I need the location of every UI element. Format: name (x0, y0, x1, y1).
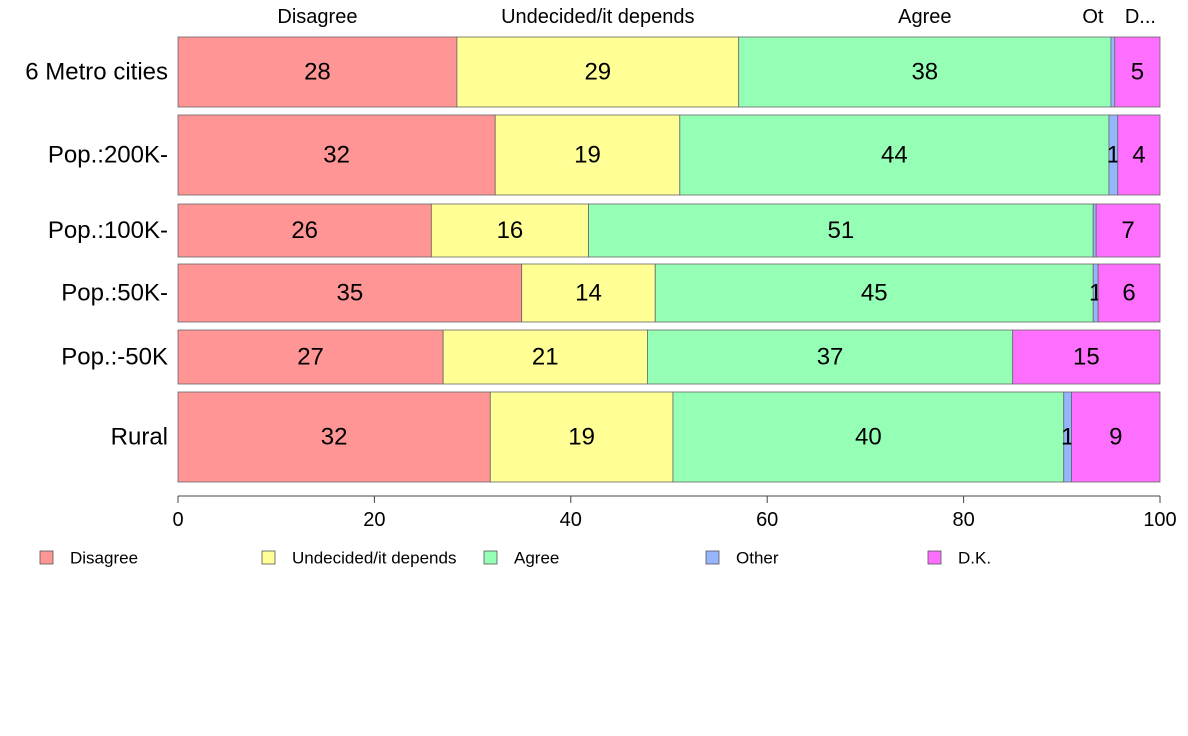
data-label: 6 (1122, 280, 1135, 307)
data-label: 40 (855, 424, 882, 451)
bar-segment (588, 203, 1094, 258)
data-label: 37 (817, 344, 844, 371)
data-label: 28 (304, 59, 331, 86)
data-label: 1 (1061, 424, 1074, 451)
bar-segment (646, 329, 1014, 385)
bar-segment (1071, 391, 1161, 483)
data-label: 38 (911, 59, 938, 86)
x-tick-label: 100 (1143, 509, 1176, 531)
category-label: 6 Metro cities (25, 59, 168, 86)
legend-label: Undecided/it depends (292, 549, 456, 568)
bar-segment (1012, 329, 1161, 385)
bar-segment (442, 329, 648, 385)
bar-segment (1117, 114, 1161, 196)
legend-swatch (483, 550, 498, 565)
bar-segment (177, 36, 458, 108)
category-label: Pop.:100K- (48, 217, 168, 244)
category-label: Rural (111, 424, 168, 451)
data-label: 26 (291, 217, 318, 244)
bar-segment (672, 391, 1065, 483)
data-label: 7 (1121, 217, 1134, 244)
legend-swatch (39, 550, 54, 565)
bar-segment (1095, 203, 1161, 258)
legend-label: D.K. (958, 549, 991, 568)
bar-segment (679, 114, 1110, 196)
bar-segment (430, 203, 589, 258)
data-label: 14 (575, 280, 602, 307)
segment-header: Ot (1082, 6, 1104, 28)
x-tick-label: 0 (172, 509, 183, 531)
bar-segment (1114, 36, 1161, 108)
data-label: 35 (336, 280, 363, 307)
legend-label: Agree (514, 549, 559, 568)
segment-header: Undecided/it depends (501, 6, 694, 28)
bar-segment (177, 329, 444, 385)
data-label: 19 (568, 424, 595, 451)
bar-segment (654, 263, 1094, 323)
x-tick-label: 60 (756, 509, 778, 531)
data-label: 19 (574, 142, 601, 169)
data-label: 5 (1131, 59, 1144, 86)
bar-segment (521, 263, 656, 323)
data-label: 32 (323, 142, 350, 169)
data-label: 44 (881, 142, 908, 169)
data-label: 51 (827, 217, 854, 244)
bar-segment (1092, 203, 1097, 258)
data-label: 27 (297, 344, 324, 371)
x-tick-label: 80 (952, 509, 974, 531)
data-label: 21 (532, 344, 559, 371)
data-label: 16 (497, 217, 524, 244)
bar-segment (177, 114, 496, 196)
x-tick-label: 20 (363, 509, 385, 531)
legend-label: Disagree (70, 549, 138, 568)
x-tick-label: 40 (560, 509, 582, 531)
segment-header: D... (1125, 6, 1156, 28)
bar-segment (738, 36, 1112, 108)
bar-segment (489, 391, 674, 483)
legend-swatch (705, 550, 720, 565)
segment-header: Disagree (277, 6, 357, 28)
data-label: 45 (861, 280, 888, 307)
bar-segment (494, 114, 681, 196)
bar-segment (177, 203, 432, 258)
data-label: 15 (1073, 344, 1100, 371)
data-label: 32 (321, 424, 348, 451)
bar-segment (177, 391, 491, 483)
category-label: Pop.:50K- (61, 280, 168, 307)
data-label: 4 (1132, 142, 1145, 169)
bar-segment (456, 36, 740, 108)
bar-segment (1097, 263, 1161, 323)
legend-swatch (261, 550, 276, 565)
data-label: 29 (584, 59, 611, 86)
data-label: 1 (1107, 142, 1120, 169)
segment-header: Agree (898, 6, 951, 28)
legend-swatch (927, 550, 942, 565)
bar-segment (177, 263, 523, 323)
category-label: Pop.:200K- (48, 142, 168, 169)
data-label: 9 (1109, 424, 1122, 451)
legend-label: Other (736, 549, 779, 568)
category-label: Pop.:-50K (61, 344, 168, 371)
bar-segment (1110, 36, 1116, 108)
